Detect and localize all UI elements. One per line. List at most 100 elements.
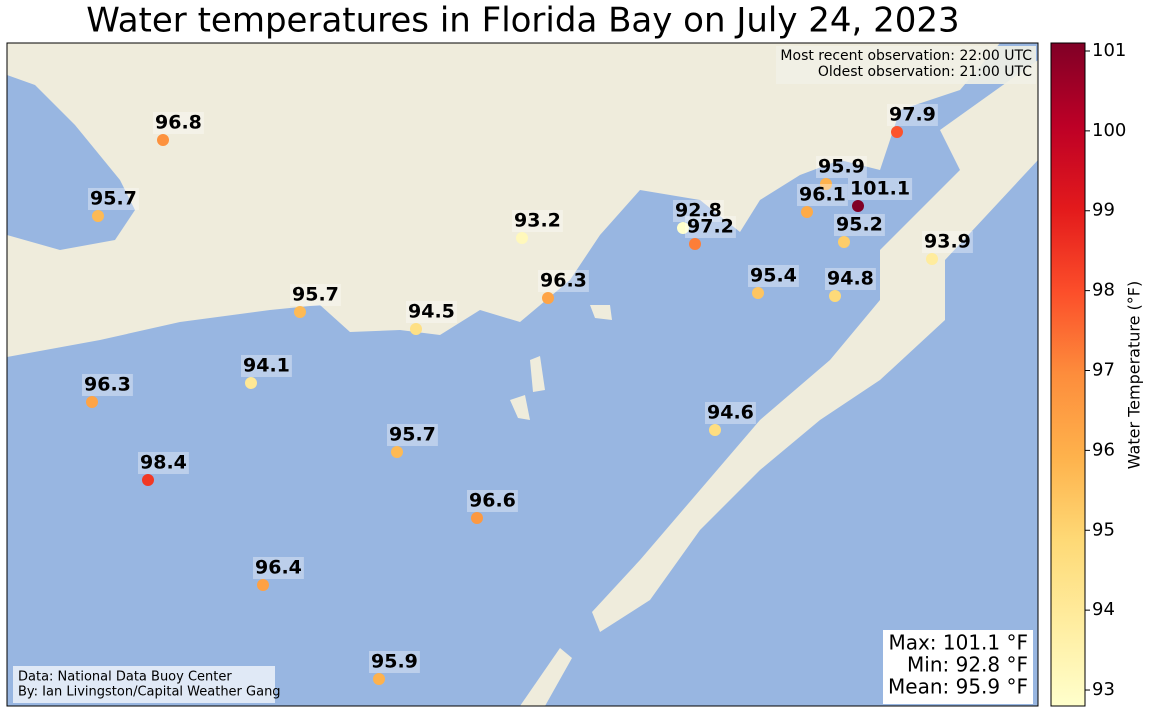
station-label: 96.3 (540, 270, 587, 292)
label-bg (848, 178, 913, 200)
station-marker (516, 232, 528, 244)
station-label: 95.2 (836, 214, 883, 236)
station-label: 96.1 (799, 184, 846, 206)
label-bg (797, 184, 848, 206)
label-bg (816, 156, 867, 178)
station-label: 96.3 (84, 374, 131, 396)
station-label: 94.8 (827, 268, 874, 290)
stat: Min: 92.8 °F (907, 653, 1028, 677)
label-bg (685, 216, 736, 238)
station-marker (294, 306, 306, 318)
station-label: 95.4 (750, 265, 797, 287)
label-bg (153, 112, 204, 134)
tick-label: 99 (1092, 200, 1115, 221)
credit: By: Ian Livingston/Capital Weather Gang (18, 685, 281, 700)
station-marker (542, 292, 554, 304)
label-bg (748, 265, 799, 287)
station-marker (838, 236, 850, 248)
stats-box (883, 630, 1033, 704)
station-marker (709, 424, 721, 436)
station-marker (829, 290, 841, 302)
label-bg (88, 188, 139, 210)
station-marker (752, 287, 764, 299)
tick-label: 93 (1092, 679, 1115, 700)
station-marker (891, 126, 903, 138)
label-bg (673, 200, 724, 222)
station-label: 94.6 (707, 402, 754, 424)
observation: Oldest observation: 21:00 UTC (818, 64, 1032, 80)
observation: Most recent observation: 22:00 UTC (780, 48, 1032, 64)
label-bg (369, 651, 420, 673)
label-bg (825, 268, 876, 290)
label-bg (82, 374, 133, 396)
label-bg (512, 210, 563, 232)
station-marker (245, 377, 257, 389)
credits-box (13, 666, 275, 703)
station-label: 95.9 (818, 156, 865, 178)
island (520, 648, 572, 706)
title: Water temperatures in Florida Bay on Jul… (86, 1, 959, 41)
label-bg (887, 104, 938, 126)
mainland (7, 43, 1000, 357)
tick-label: 101 (1092, 40, 1126, 61)
map (7, 43, 1038, 706)
station-label: 93.2 (514, 210, 561, 232)
label-bg (406, 301, 457, 323)
station-label: 95.7 (90, 188, 137, 210)
station-label: 95.7 (389, 424, 436, 446)
stat: Max: 101.1 °F (888, 631, 1028, 655)
station-marker (677, 222, 689, 234)
station-marker (157, 134, 169, 146)
station-label: 96.8 (155, 112, 202, 134)
label-bg (138, 452, 189, 474)
stations: 96.8 95.7 93.2 92.897.2 95.9 96.1 101.1 95.2 97.… (82, 104, 973, 685)
station-marker (391, 446, 403, 458)
label-bg (387, 424, 438, 446)
station-label: 98.4 (140, 452, 187, 474)
station-marker (926, 253, 938, 265)
station-marker (471, 512, 483, 524)
station-marker (801, 206, 813, 218)
credit: Data: National Data Buoy Center (18, 670, 232, 685)
station-label: 95.7 (292, 284, 339, 306)
map-frame (6, 42, 1039, 707)
station-label: 94.1 (243, 355, 290, 377)
station-marker (142, 474, 154, 486)
station-marker (410, 323, 422, 335)
tick-label: 95 (1092, 519, 1115, 540)
inlet (7, 75, 135, 250)
tick-label: 97 (1092, 360, 1115, 381)
station-label: 95.9 (371, 651, 418, 673)
station-label: 97.2 (687, 216, 734, 238)
tick-label: 100 (1092, 120, 1126, 141)
tick-label: 96 (1092, 439, 1115, 460)
label-bg (290, 284, 341, 306)
station-label: 94.5 (408, 301, 455, 323)
station-marker (820, 178, 832, 190)
station-label: 93.9 (924, 231, 971, 253)
station-marker (92, 210, 104, 222)
label-bg (253, 557, 304, 579)
station-marker (257, 579, 269, 591)
tick-label: 94 (1092, 599, 1115, 620)
stat: Mean: 95.9 °F (888, 675, 1028, 699)
colorbar-ticks: 93 94 95 96 97 98 99 100 101 (1085, 40, 1126, 700)
station-label: 97.9 (889, 104, 936, 126)
colorbar-label: Water Temperature (°F) (1125, 281, 1144, 470)
station-marker (689, 238, 701, 250)
label-bg (705, 402, 756, 424)
label-bg (467, 490, 518, 512)
station-marker (86, 396, 98, 408)
station-label: 101.1 (850, 178, 910, 200)
station-label: 92.8 (675, 200, 722, 222)
station-marker (373, 673, 385, 685)
label-bg (922, 231, 973, 253)
label-bg (538, 270, 589, 292)
keys (592, 60, 1038, 632)
observation-box (776, 46, 1036, 84)
label-bg (834, 214, 885, 236)
label-bg (241, 355, 292, 377)
station-label: 96.4 (255, 557, 302, 579)
tick-label: 98 (1092, 280, 1115, 301)
